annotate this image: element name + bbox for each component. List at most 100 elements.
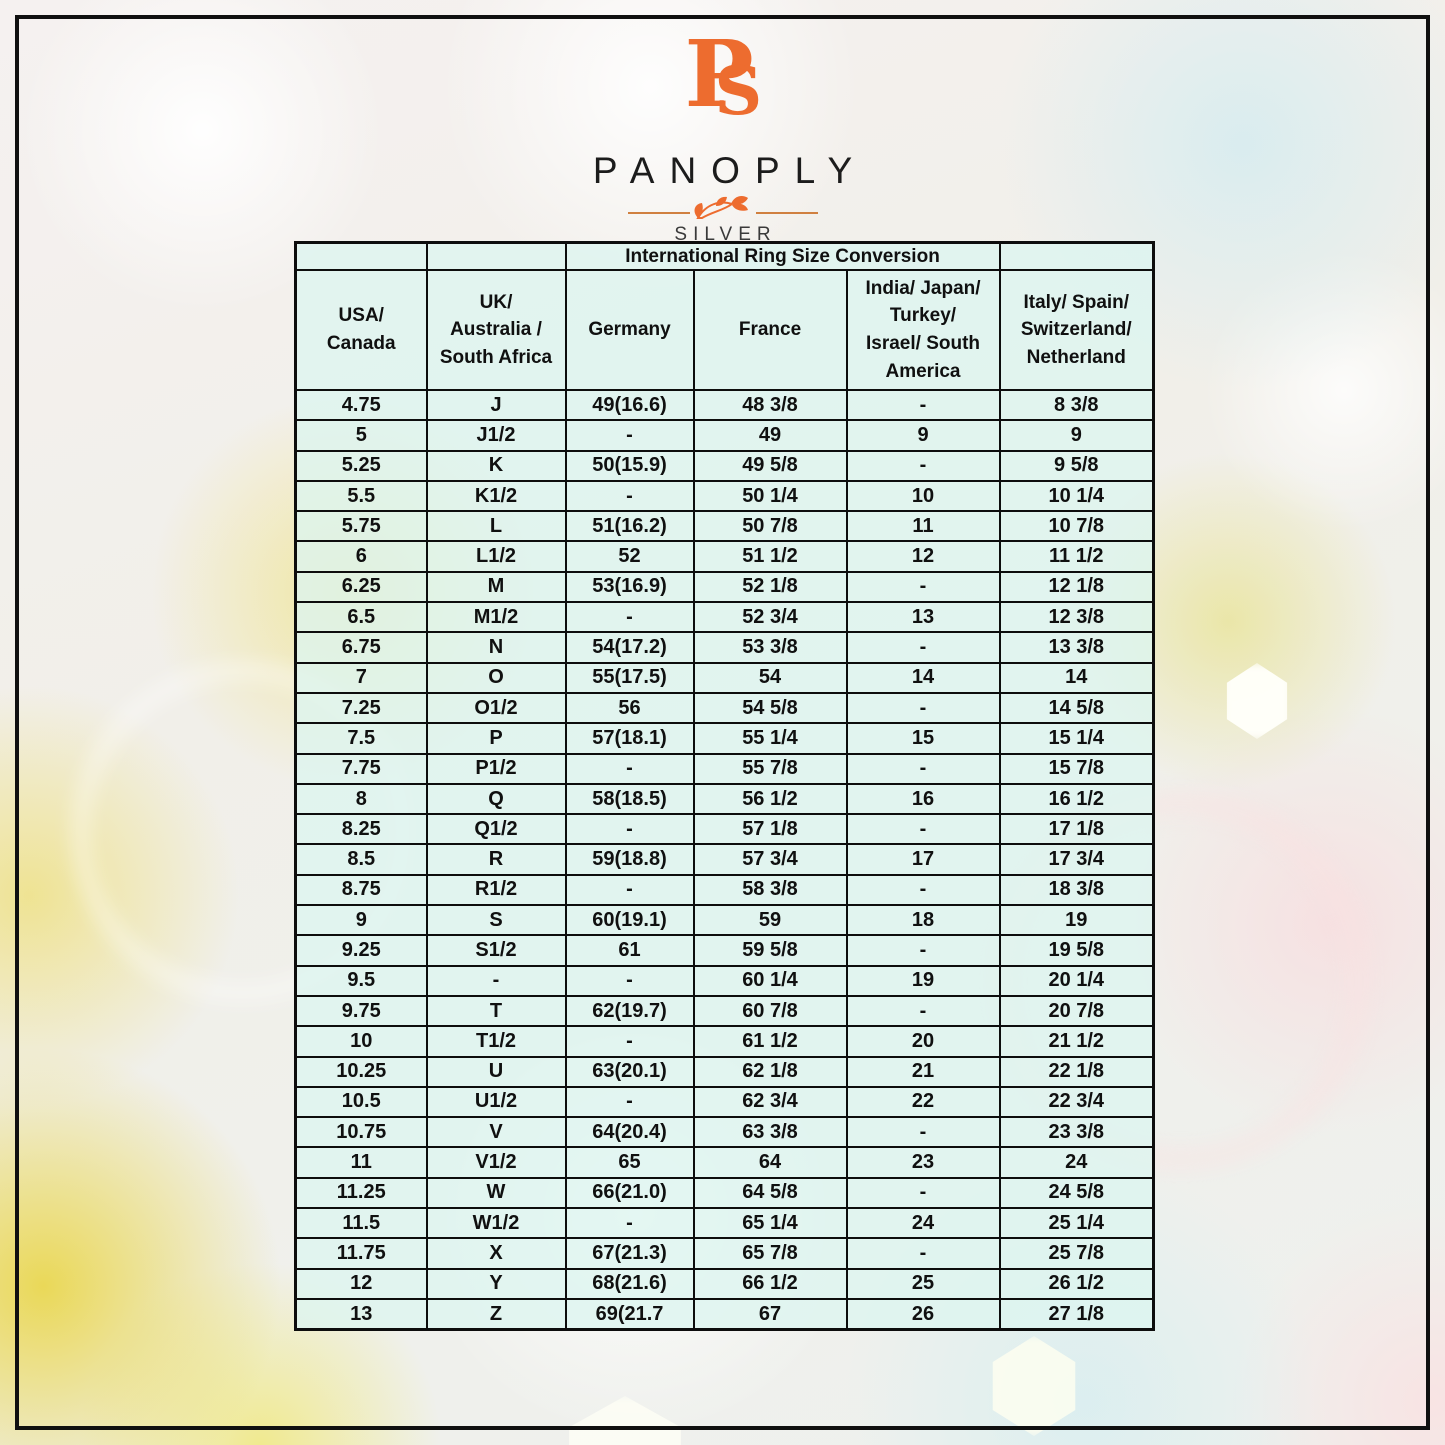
ring-size-conversion-table: International Ring Size Conversion USA/ … (294, 241, 1156, 1332)
ring-size-cell: 54 5/8 (692, 691, 848, 725)
ring-size-cell: - (564, 1025, 695, 1058)
table-row: 9.75 T 62(19.7) 60 7/8-20 7/8 (294, 994, 1155, 1028)
ring-size-cell: 48 3/8 (692, 388, 848, 422)
brand-subtitle: SILVER (674, 224, 777, 245)
ring-size-cell: 65 7/8 (692, 1237, 848, 1270)
ring-size-cell: 26 (845, 1297, 1001, 1331)
table-row: 9.5- -60 1/4 19 20 1/4 (294, 964, 1155, 997)
table-row: 11.25 W 66(21.0) 64 5/8-24 5/8 (294, 1176, 1155, 1210)
ring-size-cell: 11 (294, 1146, 428, 1179)
ring-size-cell: - (845, 388, 1001, 422)
brand-name: PANOPLY (592, 150, 868, 191)
ring-size-cell: 55(17.5) (564, 661, 695, 694)
ring-size-cell: 17 3/4 (998, 843, 1155, 876)
ring-size-cell: K (425, 449, 567, 482)
table-header-row: USA/ Canada UK/ Australia / South Africa… (294, 269, 1155, 391)
ring-size-cell: 10.5 (294, 1085, 428, 1119)
ring-size-cell: 7.75 (294, 752, 428, 785)
ring-size-cell: T (425, 994, 567, 1028)
ring-size-cell: 57(18.1) (564, 722, 695, 755)
ring-size-cell: 62(19.7) (564, 994, 695, 1028)
table-row: 7.25 O1/2 56 54 5/8-14 5/8 (294, 691, 1155, 725)
ring-size-cell: - (564, 964, 695, 997)
table-row: 13 Z 69(21.7 67 26 27 1/8 (294, 1297, 1155, 1331)
table-row: 4.75 J 49(16.6) 48 3/8-8 3/8 (294, 388, 1155, 422)
ring-size-cell: 26 1/2 (998, 1267, 1155, 1300)
ring-size-cell: Q (425, 782, 567, 816)
ring-size-cell: 64 5/8 (692, 1176, 848, 1210)
ring-size-cell: 9.5 (294, 964, 428, 997)
ring-size-cell: U (425, 1055, 567, 1088)
monogram-letter-p: P (684, 20, 754, 128)
ring-size-cell: 12 (845, 540, 1001, 573)
ring-size-cell: R (425, 843, 567, 876)
ring-size-cell: 58 3/8 (692, 873, 848, 907)
ring-size-cell: 7.5 (294, 722, 428, 755)
table-title: International Ring Size Conversion (564, 241, 1001, 271)
ring-size-cell: O (425, 661, 567, 694)
ring-size-cell: 13 3/8 (998, 631, 1155, 664)
ring-size-cell: 11.25 (294, 1176, 428, 1210)
table-row: 5.25 K 50(15.9) 49 5/8-9 5/8 (294, 449, 1155, 482)
ring-size-cell: 10 (294, 1025, 428, 1058)
empty-cell (425, 241, 567, 271)
ring-size-cell: 56 (564, 691, 695, 725)
ring-size-cell: 54 (692, 661, 848, 694)
table-row: 12 Y 68(21.6) 66 1/2 25 26 1/2 (294, 1267, 1155, 1300)
ring-size-cell: 62 1/8 (692, 1055, 848, 1088)
ring-size-cell: 12 1/8 (998, 570, 1155, 604)
ring-size-cell: P (425, 722, 567, 755)
ring-size-cell: - (564, 419, 695, 452)
leaf-divider-icon (627, 196, 818, 219)
ring-size-cell: 8.75 (294, 873, 428, 907)
ring-size-cell: - (564, 1207, 695, 1240)
ring-size-cell: 67(21.3) (564, 1237, 695, 1270)
ring-size-cell: - (845, 449, 1001, 482)
ring-size-cell: 58(18.5) (564, 782, 695, 816)
table-row: 9.25 S1/2 61 59 5/8-19 5/8 (294, 934, 1155, 967)
ps-monogram-icon: P S (663, 28, 783, 138)
ring-size-cell: - (845, 873, 1001, 907)
ring-size-cell: 59(18.8) (564, 843, 695, 876)
ring-size-cell: 53 3/8 (692, 631, 848, 664)
ring-size-cell: - (845, 691, 1001, 725)
ring-size-cell: 61 1/2 (692, 1025, 848, 1058)
ring-size-cell: 9.75 (294, 994, 428, 1028)
ring-size-cell: P1/2 (425, 752, 567, 785)
ring-size-cell: 6.5 (294, 601, 428, 634)
ring-size-cell: 49(16.6) (564, 388, 695, 422)
ring-size-cell: 24 (845, 1207, 1001, 1240)
ring-size-cell: 66 1/2 (692, 1267, 848, 1300)
ring-size-cell: W (425, 1176, 567, 1210)
brand-logo: P S PANOPLY SILVER (0, 28, 1445, 246)
ring-size-cell: 8 3/8 (998, 388, 1155, 422)
ring-size-cell: - (845, 994, 1001, 1028)
ring-size-cell: 54(17.2) (564, 631, 695, 664)
ring-size-cell: - (845, 1176, 1001, 1210)
ring-size-cell: V (425, 1116, 567, 1149)
ring-size-cell: 25 7/8 (998, 1237, 1155, 1270)
column-header-india-japan: India/ Japan/ Turkey/ Israel/ South Amer… (845, 269, 1001, 391)
ring-size-cell: 59 5/8 (692, 934, 848, 967)
ring-size-cell: 11 (845, 510, 1001, 543)
ring-size-cell: 15 (845, 722, 1001, 755)
ring-size-cell: 7.25 (294, 691, 428, 725)
ring-size-cell: 11.75 (294, 1237, 428, 1270)
ring-size-cell: 50 1/4 (692, 479, 848, 513)
ring-size-cell: 22 3/4 (998, 1085, 1155, 1119)
ring-size-cell: 12 3/8 (998, 601, 1155, 634)
ring-size-cell: 63(20.1) (564, 1055, 695, 1088)
table-row: 6.25 M 53(16.9) 52 1/8-12 1/8 (294, 570, 1155, 604)
table-row: 10.5 U1/2-62 3/4 22 22 3/4 (294, 1085, 1155, 1119)
ring-size-cell: 6.75 (294, 631, 428, 664)
ring-size-cell: 49 (692, 419, 848, 452)
ring-size-cell: 60 1/4 (692, 964, 848, 997)
ring-size-cell: 10.25 (294, 1055, 428, 1088)
ring-size-cell: 16 (845, 782, 1001, 816)
ring-size-cell: 24 (998, 1146, 1155, 1179)
ring-size-cell: Y (425, 1267, 567, 1300)
ring-size-cell: Q1/2 (425, 813, 567, 846)
ring-size-cell: 12 (294, 1267, 428, 1300)
ring-size-cell: 10 (845, 479, 1001, 513)
